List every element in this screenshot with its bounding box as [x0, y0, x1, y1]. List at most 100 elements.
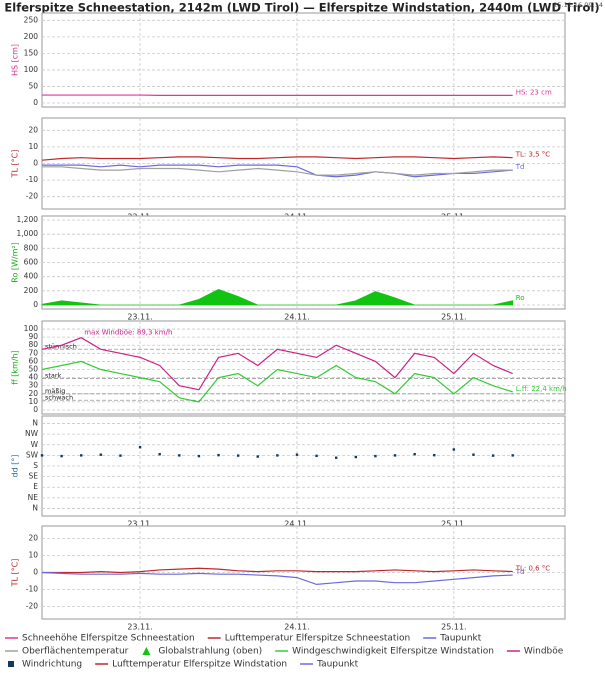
x-tick-label: 24.11.	[284, 313, 309, 322]
end-label: L.ff: 22,4 km/h	[516, 385, 567, 393]
y-tick-label: 60	[28, 356, 38, 365]
y-axis-label: TL [°C]	[11, 559, 20, 588]
legend-item: Lufttemperatur Elferspitze Windstation	[95, 660, 287, 670]
x-tick-label: 23.11.	[127, 313, 152, 322]
x-tick-label: 25.11.	[441, 520, 466, 529]
legend-item: Windrichtung	[8, 660, 82, 670]
point	[472, 453, 475, 456]
point	[80, 454, 83, 457]
x-tick-label: 23.11.	[127, 520, 152, 529]
point	[413, 453, 416, 456]
legend-swatch	[8, 661, 14, 667]
y-tick-label: -10	[26, 585, 38, 594]
point	[60, 454, 63, 458]
point	[217, 453, 220, 457]
legend: Schneehöhe Elferspitze Schneestation Luft…	[5, 634, 564, 670]
point	[40, 454, 44, 457]
end-label: Td	[515, 163, 525, 171]
band-label: stürmisch	[45, 342, 77, 350]
point	[256, 455, 259, 458]
y-tick-label: 250	[24, 15, 39, 24]
y-tick-label: 90	[28, 332, 38, 341]
point	[354, 455, 357, 459]
legend-item: Lufttemperatur Elferspitze Schneestation	[207, 634, 410, 644]
point	[393, 454, 397, 457]
point	[138, 445, 142, 449]
point	[119, 454, 122, 457]
end-label: Ro	[516, 294, 525, 302]
timestamp: 25.11.16 09:14	[553, 1, 603, 9]
legend-label: Schneehöhe Elferspitze Schneestation	[22, 634, 195, 644]
chart-title: Elferspitze Schneestation, 2142m (LWD Ti…	[4, 1, 599, 15]
area	[41, 288, 514, 306]
y-axis-label: HS [cm]	[11, 44, 20, 76]
legend-item: Taupunkt	[423, 634, 482, 644]
x-tick-label: 24.11.	[284, 623, 309, 632]
legend-label: Globalstrahlung (oben)	[158, 647, 262, 657]
legend-item: Windböe	[506, 647, 564, 657]
y-axis-label: ff [km/h]	[11, 350, 20, 385]
point	[158, 453, 161, 456]
x-tick-label: 25.11.	[441, 623, 466, 632]
legend-label: Oberflächentemperatur	[22, 647, 129, 657]
x-tick-label: 25.11.	[441, 313, 466, 322]
legend-item: Taupunkt	[300, 660, 359, 670]
legend-label: Windböe	[524, 647, 564, 657]
legend-label: Windgeschwindigkeit Elferspitze Windstat…	[292, 647, 494, 657]
y-tick-label: 150	[24, 48, 39, 57]
y-tick-label: NE	[28, 493, 39, 502]
y-tick-label: 0	[33, 405, 38, 414]
y-tick-label: 10	[28, 142, 38, 151]
y-tick-label: -20	[26, 192, 38, 201]
point	[374, 454, 377, 458]
y-tick-label: E	[33, 482, 38, 491]
point	[315, 454, 318, 458]
y-tick-label: W	[31, 440, 39, 449]
y-tick-label: 800	[24, 243, 39, 252]
line	[42, 166, 513, 176]
point	[276, 454, 279, 457]
point	[334, 456, 338, 459]
y-tick-label: 1,000	[17, 229, 39, 238]
point	[491, 454, 495, 457]
band-label: stark	[45, 371, 62, 379]
point	[236, 454, 240, 457]
point	[178, 454, 181, 457]
legend-label: Taupunkt	[439, 634, 482, 644]
y-tick-label: 10	[28, 397, 38, 406]
y-tick-label: 0	[33, 159, 38, 168]
panel-frame	[41, 320, 566, 415]
legend-item: Windgeschwindigkeit Elferspitze Windstat…	[275, 647, 494, 657]
y-tick-label: 0	[33, 568, 38, 577]
y-tick-label: 100	[24, 324, 39, 333]
legend-swatch	[142, 647, 151, 655]
y-tick-label: 80	[28, 340, 38, 349]
y-tick-label: 70	[28, 348, 38, 357]
line	[41, 571, 513, 586]
line	[41, 337, 513, 391]
y-tick-label: N	[32, 419, 38, 428]
y-axis-label: TL [°C]	[11, 150, 20, 179]
point	[452, 448, 456, 451]
end-label: Td	[515, 568, 525, 576]
end-label: TL: 0,6 °C	[515, 564, 551, 572]
legend-item: Schneehöhe Elferspitze Schneestation	[5, 634, 195, 644]
end-label: HS: 23 cm	[516, 88, 552, 96]
band-label: schwach	[45, 393, 73, 401]
point	[433, 453, 436, 457]
y-tick-label: 600	[24, 258, 39, 267]
legend-label: Lufttemperatur Elferspitze Windstation	[112, 660, 287, 670]
x-tick-label: 24.11.	[284, 520, 309, 529]
y-tick-label: SE	[29, 472, 39, 481]
y-tick-label: 20	[28, 534, 38, 543]
y-tick-label: -20	[26, 602, 38, 611]
point	[99, 453, 103, 456]
point	[295, 453, 299, 456]
y-tick-label: 1,200	[17, 215, 39, 224]
y-tick-label: NW	[25, 429, 39, 438]
legend-label: Windrichtung	[22, 660, 82, 670]
legend-item: Globalstrahlung (oben)	[142, 647, 262, 657]
point	[511, 454, 514, 457]
y-tick-label: -10	[26, 175, 38, 184]
